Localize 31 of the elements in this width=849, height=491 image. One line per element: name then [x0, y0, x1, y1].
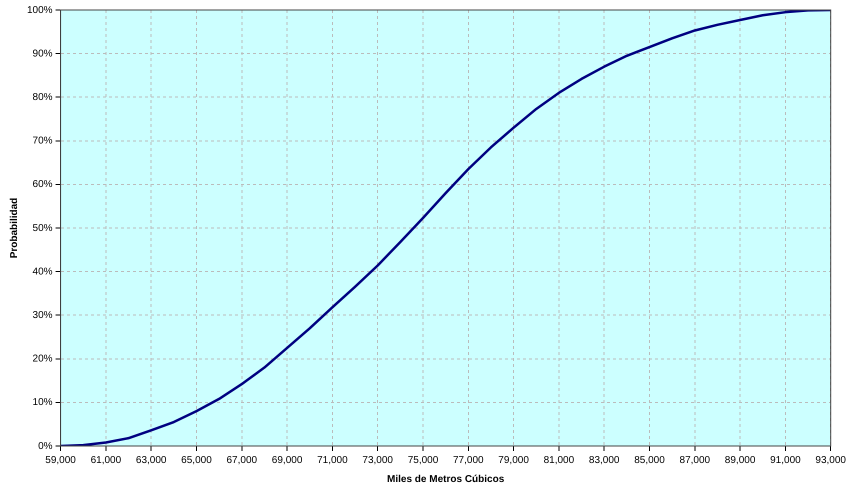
- y-tick-label: 10%: [32, 397, 53, 408]
- x-tick-label: 79,000: [498, 454, 530, 466]
- y-axis-title: Probabilidad: [8, 198, 20, 258]
- x-tick-label: 73,000: [362, 454, 394, 466]
- x-tick-label: 91,000: [770, 454, 802, 466]
- x-axis-title: Miles de Metros Cúbicos: [387, 474, 505, 485]
- y-tick-label: 30%: [32, 310, 53, 321]
- x-tick-label: 87,000: [680, 454, 711, 466]
- x-tick-label: 63,000: [136, 454, 167, 466]
- y-tick-label: 90%: [32, 48, 53, 60]
- x-tick-label: 61,000: [90, 454, 122, 466]
- y-tick-label: 70%: [32, 136, 53, 147]
- x-tick-label: 93,000: [815, 454, 846, 466]
- y-tick-label: 80%: [32, 92, 53, 103]
- y-tick-label: 100%: [27, 4, 53, 16]
- x-tick-label: 85,000: [634, 454, 666, 466]
- x-tick-label: 59,000: [45, 454, 76, 466]
- x-tick-label: 67,000: [226, 454, 258, 466]
- x-tick-label: 81,000: [544, 454, 575, 466]
- y-tick-label: 60%: [32, 179, 53, 190]
- x-tick-label: 65,000: [181, 454, 212, 466]
- x-tick-label: 89,000: [724, 454, 756, 466]
- x-tick-label: 71,000: [317, 454, 348, 466]
- x-tick-label: 69,000: [272, 454, 303, 466]
- x-tick-label: 75,000: [408, 454, 439, 466]
- y-tick-label: 20%: [32, 354, 53, 365]
- x-tick-label: 77,000: [452, 454, 484, 466]
- y-tick-label: 50%: [32, 222, 53, 234]
- x-tick-label: 83,000: [588, 454, 620, 466]
- y-tick-label: 0%: [38, 440, 53, 452]
- y-tick-label: 40%: [32, 266, 53, 278]
